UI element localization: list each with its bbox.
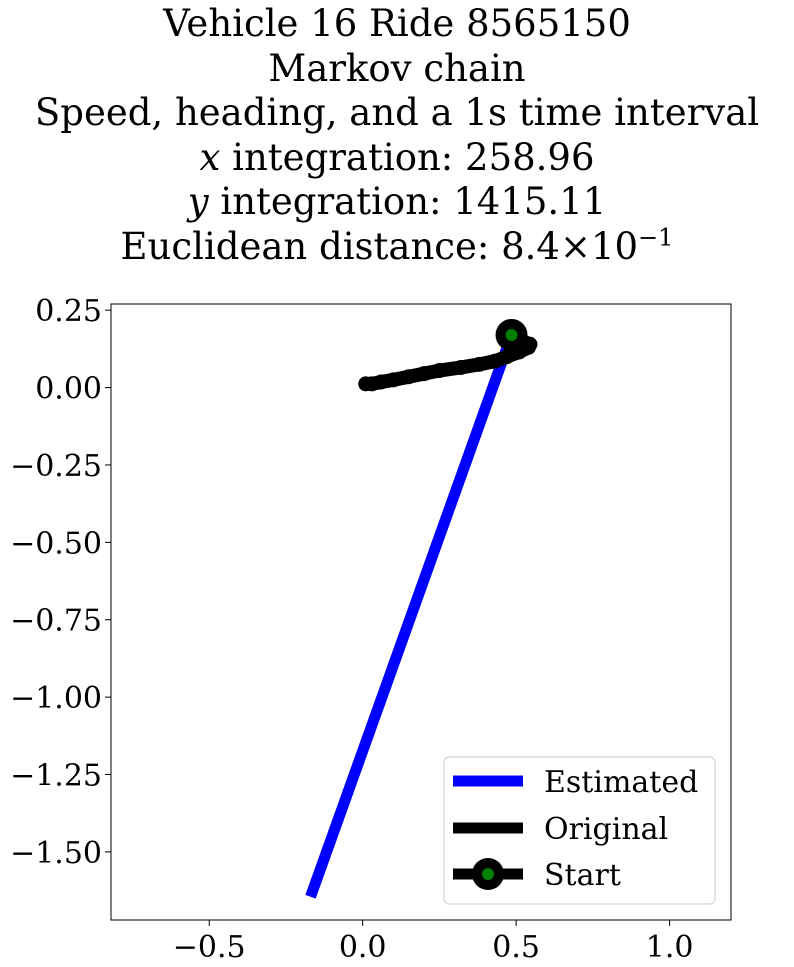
original-point (358, 376, 374, 392)
y-tick-label: 0.25 (35, 294, 102, 329)
original-point (385, 372, 401, 388)
x-tick-label: 0.5 (492, 930, 540, 965)
legend-box (443, 756, 716, 905)
legend: Estimated Original Start (443, 756, 716, 905)
y-tick-label: 0.00 (35, 372, 102, 407)
estimated-line (305, 333, 517, 899)
euclidean-distance-exponent: −1 (638, 223, 674, 252)
legend-label-estimated: Estimated (544, 765, 698, 800)
original-point (453, 359, 469, 375)
original-point (416, 366, 432, 382)
title-line-1: Vehicle 16 Ride 8565150 (163, 2, 631, 45)
legend-label-original: Original (544, 812, 668, 847)
title-line-3: Speed, heading, and a 1s time interval (34, 91, 760, 135)
y-tick-label: −0.75 (10, 604, 102, 639)
y-tick-label: −0.25 (10, 449, 102, 484)
x-variable: x (199, 135, 221, 179)
title-line-2: Markov chain (268, 46, 526, 90)
data-layer (305, 318, 538, 899)
chart-title: Vehicle 16 Ride 8565150 Markov chain Spe… (0, 2, 794, 270)
title-line-4: x integration: 258.96 (0, 136, 794, 181)
y-tick-label: −0.50 (10, 526, 102, 561)
y-variable: y (187, 180, 209, 224)
original-point (401, 369, 417, 385)
y-tick-label: −1.25 (10, 759, 102, 794)
y-tick-label: −1.50 (10, 836, 102, 871)
original-point (471, 356, 487, 372)
original-point (499, 349, 515, 365)
x-tick-label: 1.0 (646, 930, 694, 965)
x-integration-text: integration: 258.96 (220, 135, 595, 179)
title-line-5: y integration: 1415.11 (0, 180, 794, 225)
legend-label-start: Start (544, 858, 621, 893)
start-marker-center (505, 328, 518, 341)
original-point (431, 363, 447, 379)
axes-frame (110, 303, 732, 921)
original-point (487, 353, 503, 369)
euclidean-distance-text: Euclidean distance: 8.4×10 (120, 224, 639, 268)
legend-start-marker-center (482, 868, 494, 880)
x-tick-label: −0.5 (173, 930, 246, 965)
tick-layer: −0.5 0.0 0.5 1.0 0.25 0.00 −0.25 −0.50 −0.75 −1.0… (10, 294, 693, 965)
title-line-6: Euclidean distance: 8.4×10−1 (0, 225, 794, 270)
x-tick-label: 0.0 (339, 930, 387, 965)
y-tick-label: −1.00 (10, 681, 102, 716)
y-integration-text: integration: 1415.11 (208, 180, 607, 224)
